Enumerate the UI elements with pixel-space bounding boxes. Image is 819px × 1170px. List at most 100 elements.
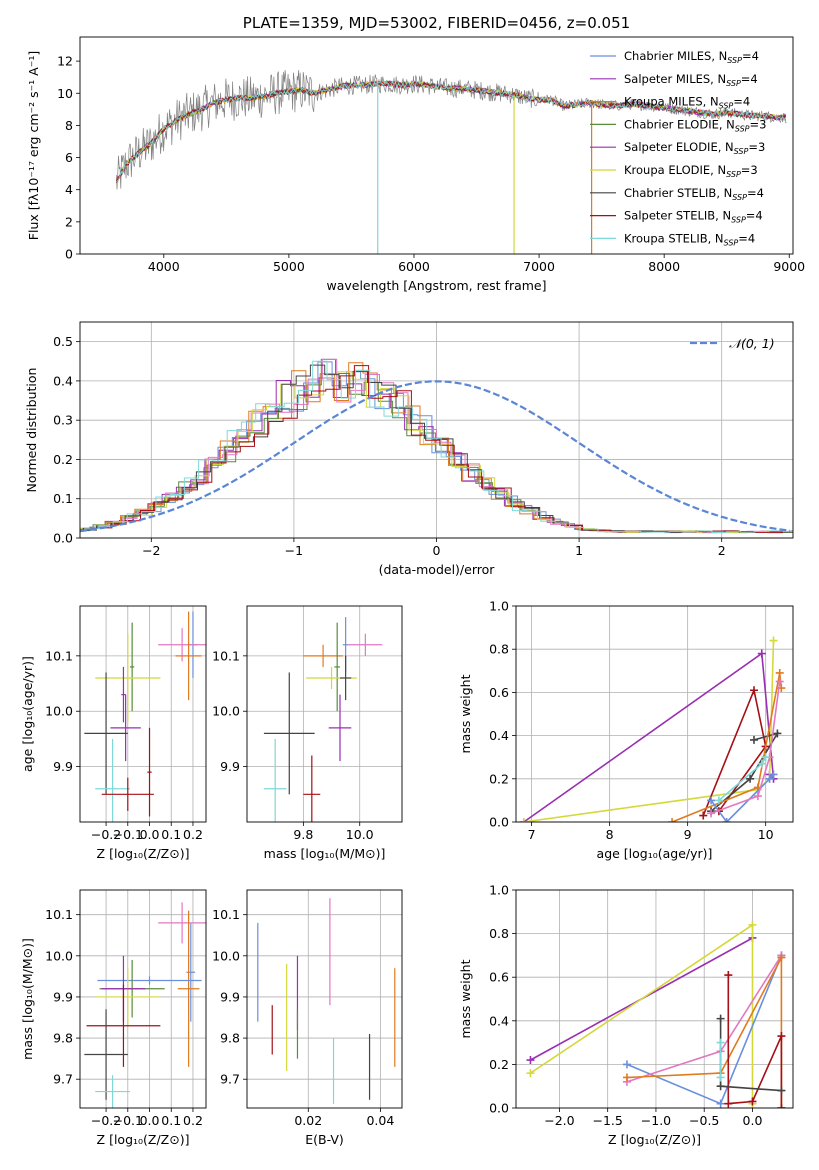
x-tick-label: 9 <box>684 827 692 842</box>
x-tick-label: 8000 <box>648 259 680 274</box>
weight-marker <box>707 809 716 818</box>
y-tick-label: 9.9 <box>53 759 73 774</box>
chart-mass-weight-vs-Z: −2.0 −1.5 −1.0 −0.5 0.0 0.0 0.2 0.4 0.6 0.8 1.0 Z [… <box>458 883 794 1147</box>
weight-marker <box>773 729 782 738</box>
y-tick-label: 0.6 <box>489 685 509 700</box>
model-line-7 <box>115 80 787 184</box>
chart-spectrum: 4000 5000 6000 7000 8000 9000 0 2 4 6 8 10 12 wavelen… <box>26 36 805 293</box>
y-tick-label: 10.0 <box>45 704 73 719</box>
y-tick-label: 10.1 <box>212 907 240 922</box>
legend-label-7: Salpeter STELIB, NSSP=4 <box>624 209 763 225</box>
x-tick-label: 6000 <box>398 259 430 274</box>
x-axis-label: mass [log₁₀(M/M⊙)] <box>264 846 386 861</box>
y-tick-label: 0.5 <box>53 334 73 349</box>
chart-mass-vs-EBV: 0.02 0.04 9.7 9.8 9.9 10.0 10.1 E(B-V) <box>212 889 403 1147</box>
y-tick-label: 10.1 <box>45 648 73 663</box>
x-tick-label: 1 <box>575 543 583 558</box>
y-tick-label: 9.8 <box>220 1031 240 1046</box>
x-tick-label: −0.2 <box>91 1113 121 1128</box>
errorbar-point <box>95 1075 130 1108</box>
chart-mass-weight-vs-age: 7 8 9 10 0.0 0.2 0.4 0.6 0.8 1.0 age [log₁₀(age/yr… <box>458 599 794 861</box>
y-tick-label: 0.2 <box>489 771 509 786</box>
errorbar-point <box>101 777 154 811</box>
y-tick-label: 10 <box>57 86 73 101</box>
y-axis-label: mass [log₁₀(M/M⊙)] <box>20 938 35 1060</box>
y-tick-label: 0.4 <box>53 373 73 388</box>
plot-area <box>519 636 786 822</box>
y-tick-label: 1.0 <box>489 883 509 898</box>
axes-frame <box>515 605 794 823</box>
x-tick-label: 9.8 <box>293 827 313 842</box>
weight-marker <box>757 759 766 768</box>
y-tick-label: 4 <box>65 182 73 197</box>
y-tick-label: 0.0 <box>53 531 73 546</box>
weight-marker <box>722 818 731 822</box>
y-tick-label: 0.0 <box>489 815 509 830</box>
x-tick-label: 0.0 <box>140 827 160 842</box>
plot-area <box>80 358 793 534</box>
x-tick-label: −1 <box>285 543 303 558</box>
errorbar-point <box>95 738 130 822</box>
chart-age-vs-mass: 9.8 10.0 9.9 10.0 10.1 mass [log₁₀(M/M⊙)] <box>212 605 403 861</box>
x-tick-label: 7000 <box>523 259 555 274</box>
x-tick-label: 7 <box>528 827 536 842</box>
errorbar-point <box>84 672 128 795</box>
x-axis-label: Z [log₁₀(Z/Z⊙)] <box>97 846 190 861</box>
x-tick-label: −0.1 <box>113 827 143 842</box>
errorbar-point <box>263 738 287 822</box>
y-tick-label: 0.2 <box>53 452 73 467</box>
model-line-8 <box>115 80 787 183</box>
weight-marker <box>716 1073 725 1082</box>
y-tick-label: 12 <box>57 54 73 69</box>
y-axis-label: mass weight <box>458 959 473 1038</box>
errorbar-point <box>86 984 161 1067</box>
legend-label-5: Kroupa ELODIE, NSSP=3 <box>624 163 758 179</box>
y-tick-label: 9.9 <box>53 989 73 1004</box>
x-tick-label: 0.02 <box>294 1113 322 1128</box>
weight-marker <box>724 1099 733 1108</box>
axes-frame <box>246 889 403 1109</box>
weight-marker <box>519 818 528 822</box>
y-tick-label: 0.4 <box>489 728 509 743</box>
legend-label-3: Chabrier ELODIE, NSSP=3 <box>624 117 766 133</box>
weight-marker <box>775 677 784 686</box>
weight-marker <box>526 1069 535 1078</box>
legend-label-8: Kroupa STELIB, NSSP=4 <box>624 231 755 247</box>
x-axis-label: Z [log₁₀(Z/Z⊙)] <box>97 1132 190 1147</box>
legend-label-6: Chabrier STELIB, NSSP=4 <box>624 186 764 202</box>
weight-line-6 <box>710 681 781 815</box>
weight-marker <box>769 636 778 645</box>
y-tick-label: 0 <box>65 247 73 262</box>
x-tick-label: −0.1 <box>113 1113 143 1128</box>
errorbar-point <box>177 910 200 1067</box>
y-tick-label: 0.3 <box>53 413 73 428</box>
y-tick-label: 6 <box>65 150 73 165</box>
weight-marker <box>707 796 716 805</box>
histogram-0 <box>80 361 793 534</box>
legend-label-0: Chabrier MILES, NSSP=4 <box>624 49 759 65</box>
errorbar-point <box>186 922 196 1022</box>
x-tick-label: 9000 <box>773 259 805 274</box>
x-axis-label: age [log₁₀(age/yr)] <box>597 846 713 861</box>
errorbar-point <box>303 644 343 667</box>
weight-marker <box>716 1038 725 1047</box>
y-tick-label: 9.7 <box>53 1072 73 1087</box>
x-tick-label: −0.5 <box>689 1113 719 1128</box>
weight-marker <box>749 686 758 695</box>
chart-title: PLATE=1359, MJD=53002, FIBERID=0456, z=0… <box>243 14 630 32</box>
axes-frame <box>246 605 403 823</box>
plot-area <box>84 611 206 822</box>
y-tick-label: 0.2 <box>489 1057 509 1072</box>
x-tick-label: −1.0 <box>641 1113 671 1128</box>
x-tick-label: −1.5 <box>593 1113 623 1128</box>
histogram-8 <box>80 360 793 533</box>
x-tick-label: −0.2 <box>91 827 121 842</box>
plot-area <box>84 902 206 1108</box>
chart-mass-vs-Z: −0.2−0.10.0 0.1 0.2 9.7 9.8 9.9 10.0 10.1 Z [log… <box>20 889 207 1147</box>
y-tick-label: 10.1 <box>45 907 73 922</box>
plot-area <box>257 898 396 1104</box>
x-tick-label: 0 <box>433 543 441 558</box>
plot-area <box>526 920 786 1108</box>
y-tick-label: 10.0 <box>212 948 240 963</box>
errorbar-point <box>334 622 340 712</box>
